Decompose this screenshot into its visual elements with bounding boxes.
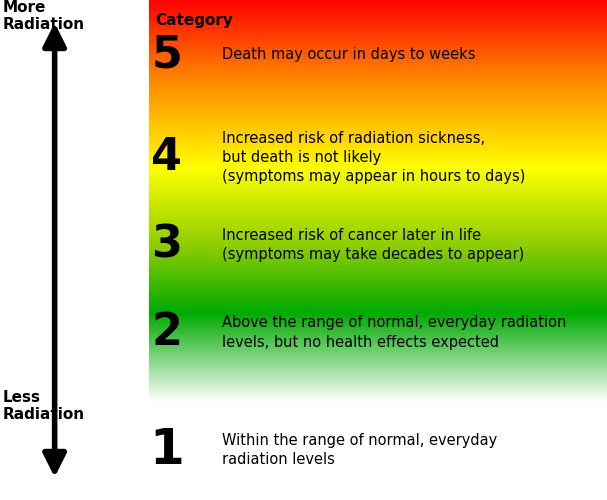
Text: 5: 5 — [152, 34, 182, 76]
Text: Less
Radiation: Less Radiation — [3, 390, 85, 422]
Bar — [149, 402, 607, 500]
Text: 4: 4 — [151, 136, 183, 179]
Text: Above the range of normal, everyday radiation
levels, but no health effects expe: Above the range of normal, everyday radi… — [222, 316, 566, 350]
Text: 3: 3 — [152, 224, 182, 266]
Text: Increased risk of radiation sickness,
but death is not likely
(symptoms may appe: Increased risk of radiation sickness, bu… — [222, 131, 525, 184]
Text: Death may occur in days to weeks: Death may occur in days to weeks — [222, 48, 475, 62]
Text: Within the range of normal, everyday
radiation levels: Within the range of normal, everyday rad… — [222, 433, 497, 467]
Text: 1: 1 — [149, 426, 185, 474]
Text: Increased risk of cancer later in life
(symptoms may take decades to appear): Increased risk of cancer later in life (… — [222, 228, 524, 262]
Text: 2: 2 — [151, 311, 183, 354]
Text: More
Radiation: More Radiation — [3, 0, 85, 32]
Text: Category: Category — [155, 12, 232, 28]
